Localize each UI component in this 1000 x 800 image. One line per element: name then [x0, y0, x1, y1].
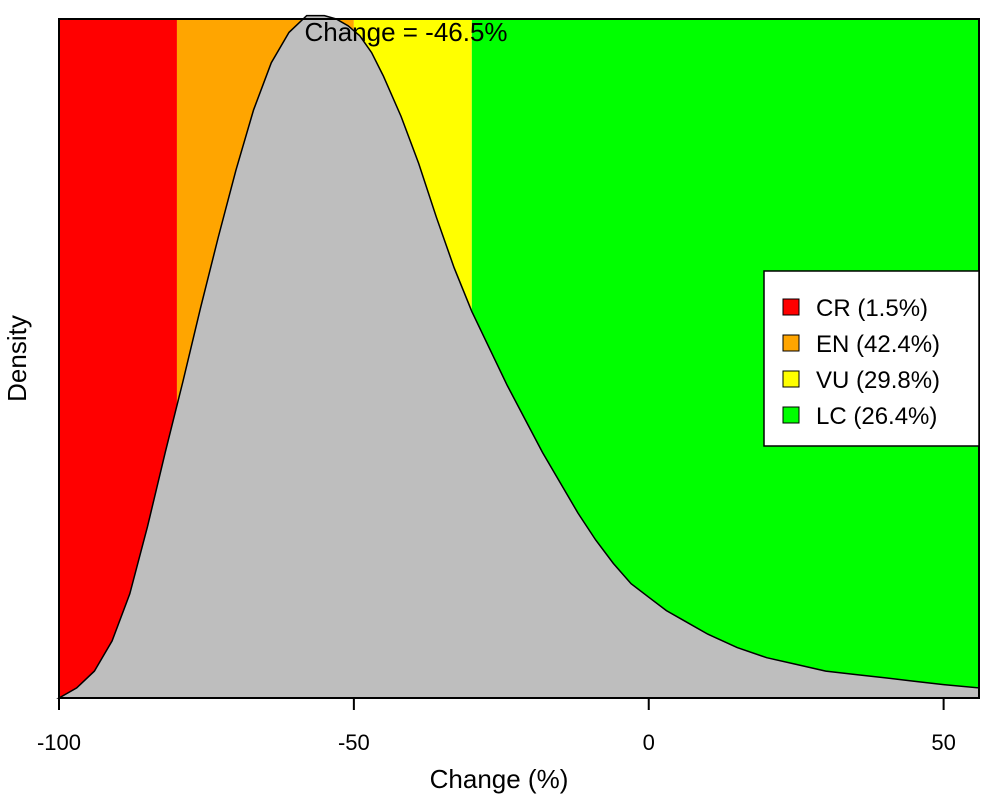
legend-label: CR (1.5%): [816, 295, 928, 322]
legend-swatch: [782, 334, 800, 352]
legend: CR (1.5%) EN (42.4%) VU (29.8%) LC (26.4%): [763, 270, 980, 447]
change-annotation: Change = -46.5%: [304, 17, 507, 47]
x-tick-label: -100: [37, 730, 81, 755]
legend-swatch: [782, 370, 800, 388]
x-tick-label: 50: [931, 730, 955, 755]
legend-frame: [763, 270, 980, 447]
legend-label: VU (29.8%): [816, 367, 940, 394]
y-axis-title: Density: [2, 315, 32, 402]
x-tick-label: 0: [643, 730, 655, 755]
legend-label: EN (42.4%): [816, 331, 940, 358]
legend-swatch: [782, 298, 800, 316]
legend-swatch: [782, 406, 800, 424]
legend-label: LC (26.4%): [816, 403, 937, 430]
density-area: [56, 14, 980, 699]
x-axis-title: Change (%): [430, 764, 569, 794]
x-axis: -100 -50 0 50: [37, 697, 956, 755]
x-tick-label: -50: [338, 730, 370, 755]
